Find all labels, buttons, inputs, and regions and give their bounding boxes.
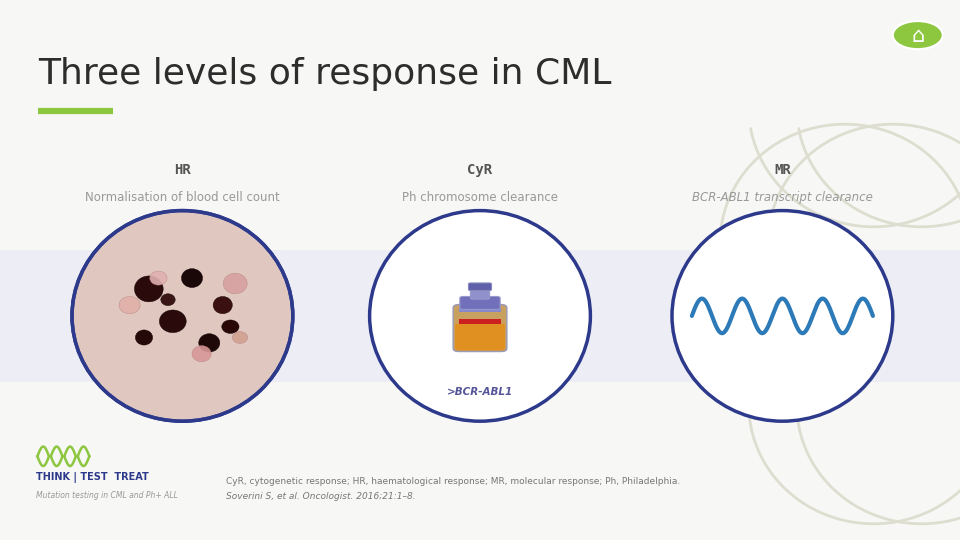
- Ellipse shape: [159, 310, 186, 333]
- Text: Normalisation of blood cell count: Normalisation of blood cell count: [85, 191, 279, 204]
- FancyBboxPatch shape: [453, 305, 507, 352]
- Text: BCR-ABL1 transcript clearance: BCR-ABL1 transcript clearance: [692, 191, 873, 204]
- Ellipse shape: [222, 320, 239, 333]
- Text: Mutation testing in CML and Ph+ ALL: Mutation testing in CML and Ph+ ALL: [36, 491, 179, 500]
- Ellipse shape: [135, 330, 153, 345]
- Text: ⌂: ⌂: [911, 26, 924, 46]
- Ellipse shape: [232, 332, 248, 343]
- Ellipse shape: [370, 211, 590, 421]
- Ellipse shape: [119, 296, 140, 314]
- Text: HR: HR: [174, 163, 191, 177]
- Ellipse shape: [72, 211, 293, 421]
- Ellipse shape: [672, 211, 893, 421]
- Text: THINK | TEST  TREAT: THINK | TEST TREAT: [36, 472, 149, 483]
- Ellipse shape: [199, 334, 220, 352]
- Text: CyR: CyR: [468, 163, 492, 177]
- Text: >BCR-ABL1: >BCR-ABL1: [446, 387, 514, 397]
- FancyBboxPatch shape: [455, 323, 505, 350]
- FancyBboxPatch shape: [460, 296, 500, 309]
- Text: Soverini S, et al. Oncologist. 2016;21:1–8.: Soverini S, et al. Oncologist. 2016;21:1…: [226, 492, 416, 501]
- FancyBboxPatch shape: [468, 283, 492, 291]
- Ellipse shape: [134, 276, 163, 302]
- Text: Three levels of response in CML: Three levels of response in CML: [38, 57, 612, 91]
- FancyBboxPatch shape: [459, 319, 501, 324]
- FancyBboxPatch shape: [0, 249, 960, 382]
- Ellipse shape: [213, 296, 232, 314]
- Ellipse shape: [223, 273, 248, 294]
- Text: MR: MR: [774, 163, 791, 177]
- FancyBboxPatch shape: [459, 308, 501, 312]
- Text: Ph chromosome clearance: Ph chromosome clearance: [402, 191, 558, 204]
- Ellipse shape: [192, 346, 211, 362]
- Ellipse shape: [150, 271, 167, 285]
- Circle shape: [893, 21, 943, 49]
- Ellipse shape: [161, 294, 176, 306]
- Text: CyR, cytogenetic response; HR, haematological response; MR, molecular response; : CyR, cytogenetic response; HR, haematolo…: [226, 477, 680, 486]
- FancyBboxPatch shape: [470, 288, 490, 299]
- Ellipse shape: [181, 269, 203, 287]
